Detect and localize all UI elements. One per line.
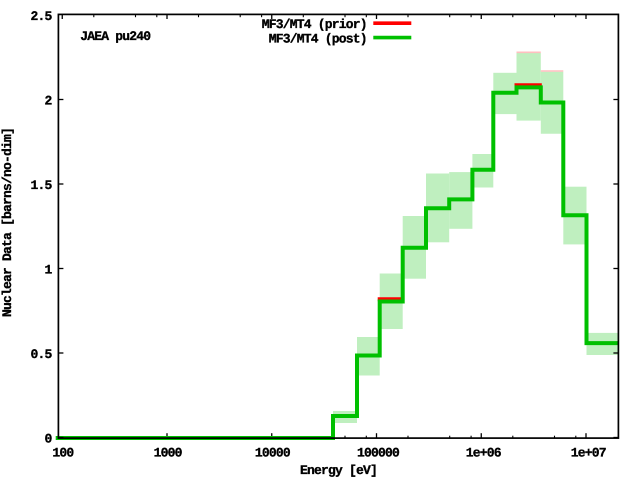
svg-text:MF3/MT4 (post): MF3/MT4 (post) bbox=[269, 31, 367, 46]
svg-text:JAEA pu240: JAEA pu240 bbox=[80, 29, 151, 44]
svg-text:1000: 1000 bbox=[154, 446, 183, 461]
svg-text:0: 0 bbox=[44, 431, 52, 446]
svg-text:100000: 100000 bbox=[357, 446, 400, 461]
svg-text:1: 1 bbox=[44, 262, 52, 277]
svg-text:Nuclear Data [barns/no-dim]: Nuclear Data [barns/no-dim] bbox=[0, 128, 15, 317]
svg-text:0.5: 0.5 bbox=[30, 347, 52, 362]
svg-text:1e+07: 1e+07 bbox=[571, 446, 606, 461]
svg-text:Energy [eV]: Energy [eV] bbox=[300, 463, 377, 478]
svg-text:2: 2 bbox=[44, 93, 52, 108]
svg-text:1e+06: 1e+06 bbox=[466, 446, 502, 461]
svg-text:10000: 10000 bbox=[255, 446, 291, 461]
svg-text:MF3/MT4 (prior): MF3/MT4 (prior) bbox=[262, 17, 367, 32]
svg-text:100: 100 bbox=[52, 446, 74, 461]
svg-text:2.5: 2.5 bbox=[30, 9, 52, 24]
svg-text:1.5: 1.5 bbox=[30, 178, 52, 193]
